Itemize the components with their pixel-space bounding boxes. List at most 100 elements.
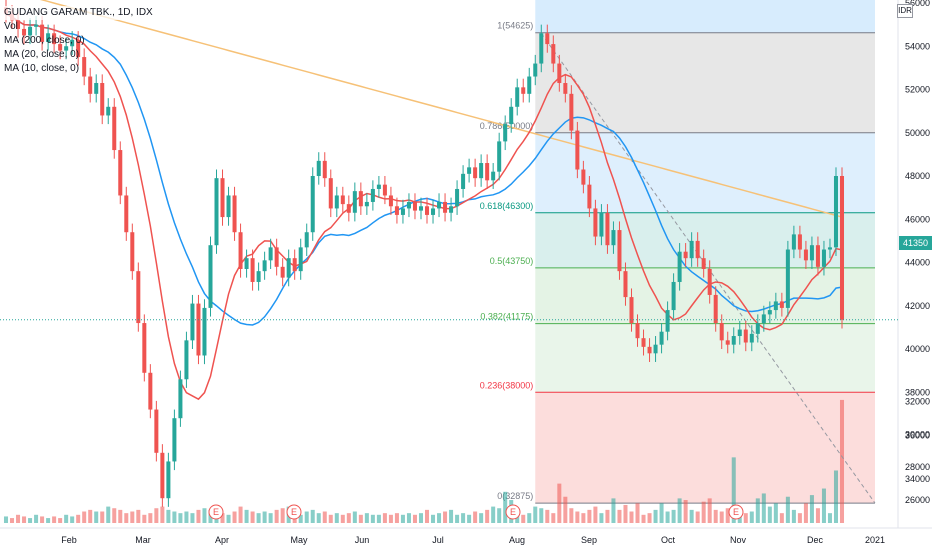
- candle-body: [731, 336, 736, 345]
- candle-body: [388, 195, 393, 207]
- candle-body: [274, 247, 279, 267]
- volume-bar: [677, 498, 682, 523]
- candle-body: [226, 195, 231, 218]
- volume-tick-label: 30000: [905, 429, 930, 439]
- candle-body: [202, 307, 207, 356]
- volume-bar: [100, 511, 105, 523]
- earnings-marker-icon: [208, 504, 224, 520]
- candle-body: [569, 93, 574, 131]
- candle-body: [58, 44, 63, 51]
- candle-body: [641, 338, 646, 347]
- volume-bar: [557, 483, 562, 523]
- candle-body: [418, 206, 423, 211]
- volume-bar: [46, 518, 51, 523]
- candle-body: [172, 418, 177, 462]
- volume-bar: [497, 508, 502, 523]
- volume-bar: [473, 511, 478, 523]
- candle-body: [443, 201, 448, 213]
- fib-zone-top: [535, 0, 875, 33]
- candle-body: [178, 379, 183, 419]
- candle-body: [509, 106, 514, 125]
- earnings-marker-icon: [728, 504, 744, 520]
- volume-bar: [406, 513, 411, 523]
- y-tick-label: 56000: [905, 0, 930, 8]
- volume-bar: [641, 514, 646, 523]
- volume-bar: [250, 511, 255, 523]
- candle-body: [100, 83, 105, 116]
- fib-label: 0.236(38000): [480, 380, 534, 390]
- candle-body: [437, 201, 442, 209]
- volume-bar: [569, 508, 574, 523]
- volume-bar: [773, 503, 778, 523]
- candle-body: [220, 178, 225, 218]
- volume-bar: [461, 513, 466, 523]
- candle-body: [70, 39, 75, 47]
- volume-tick-label: 26000: [905, 495, 930, 505]
- candle-body: [322, 160, 327, 179]
- candle-body: [286, 258, 291, 278]
- candle-body: [779, 301, 784, 308]
- candle-body: [328, 178, 333, 209]
- volume-bar: [94, 511, 99, 523]
- volume-bar: [76, 514, 81, 523]
- fib-label: 1(54625): [497, 21, 533, 31]
- volume-bar: [803, 503, 808, 523]
- candle-body: [695, 240, 700, 259]
- volume-bar: [425, 509, 430, 523]
- trend-line: [540, 32, 876, 504]
- candle-body: [214, 178, 219, 246]
- volume-bar: [352, 511, 357, 523]
- candle-body: [797, 234, 802, 250]
- candle-body: [76, 39, 81, 58]
- volume-tick-label: 28000: [905, 462, 930, 472]
- fib-zone: [535, 132, 875, 213]
- volume-bar: [749, 511, 754, 523]
- candle-body: [250, 258, 255, 282]
- volume-bar: [40, 516, 45, 523]
- candle-body: [370, 188, 375, 202]
- candle-body: [557, 63, 562, 84]
- candle-body: [160, 452, 165, 499]
- volume-bar: [400, 514, 405, 523]
- x-tick-label: Oct: [661, 535, 676, 545]
- candle-body: [587, 184, 592, 209]
- volume-bar: [388, 514, 393, 523]
- volume-bar: [791, 509, 796, 523]
- volume-bar: [316, 513, 321, 523]
- candle-body: [238, 232, 243, 269]
- candle-body: [605, 212, 610, 246]
- candle-body: [647, 346, 652, 354]
- volume-bar: [268, 513, 273, 523]
- last-price-tag: 41350: [899, 236, 932, 250]
- volume-bar: [202, 508, 207, 523]
- volume-bar: [394, 513, 399, 523]
- candle-body: [719, 323, 724, 341]
- volume-bar: [581, 513, 586, 523]
- candle-body: [821, 249, 826, 267]
- volume-bar: [701, 501, 706, 523]
- volume-bar: [761, 493, 766, 523]
- legend-volume: Vol: [4, 21, 18, 32]
- candle-body: [352, 191, 357, 213]
- volume-bar: [64, 514, 69, 523]
- x-tick-label: Nov: [730, 535, 747, 545]
- candle-body: [310, 176, 315, 233]
- volume-bar: [635, 503, 640, 523]
- volume-bar: [346, 513, 351, 523]
- candle-body: [629, 297, 634, 324]
- volume-bar: [112, 508, 117, 523]
- candle-body: [539, 33, 544, 64]
- volume-bar: [653, 509, 658, 523]
- volume-bar: [130, 511, 135, 523]
- candle-body: [635, 323, 640, 339]
- candle-body: [166, 461, 171, 499]
- volume-bar: [503, 491, 508, 523]
- candle-body: [743, 329, 748, 343]
- candle-body: [148, 372, 153, 410]
- fib-label: 0.618(46300): [480, 201, 534, 211]
- volume-bar: [172, 511, 177, 523]
- volume-bar: [533, 506, 538, 523]
- volume-bar: [298, 514, 303, 523]
- fib-zone: [535, 32, 875, 133]
